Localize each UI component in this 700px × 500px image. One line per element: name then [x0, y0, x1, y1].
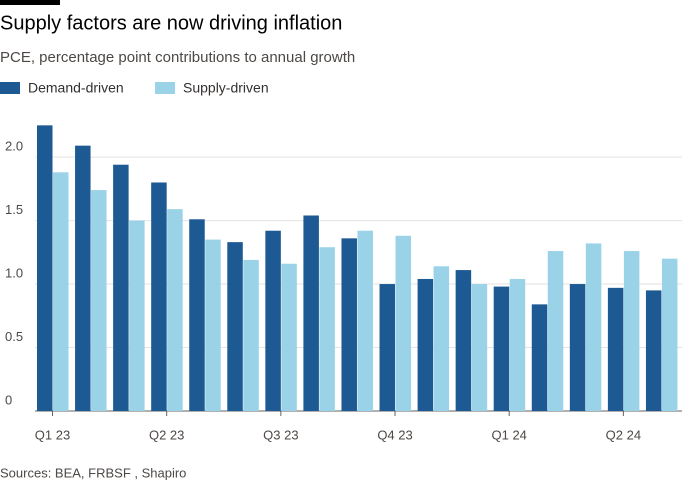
bar	[151, 182, 167, 411]
bar	[493, 286, 510, 411]
bar	[281, 263, 297, 411]
bar	[167, 209, 183, 411]
bar	[243, 259, 259, 411]
legend-label: Demand-driven	[28, 80, 124, 96]
x-tick-label: Q2 23	[149, 427, 184, 442]
bar	[341, 238, 357, 411]
chart-title: Supply factors are now driving inflation	[0, 12, 342, 34]
bar	[303, 215, 319, 411]
bar	[75, 145, 91, 411]
legend-swatch	[0, 82, 20, 94]
bar	[265, 230, 281, 411]
bar	[113, 164, 129, 411]
bar	[661, 258, 678, 411]
bar	[129, 220, 145, 411]
bar	[623, 251, 640, 411]
bar	[357, 230, 373, 411]
chart-subtitle: PCE, percentage point contributions to a…	[0, 49, 355, 66]
bar	[645, 290, 662, 411]
bar	[531, 304, 548, 411]
bar	[37, 125, 53, 411]
bar	[433, 266, 450, 411]
x-tick-label: Q4 23	[377, 427, 412, 442]
y-tick-label: 2.0	[5, 139, 23, 154]
legend-label: Supply-driven	[183, 80, 269, 96]
bar	[471, 284, 488, 411]
bar	[455, 270, 472, 411]
x-tick-label: Q2 24	[606, 427, 641, 442]
bar	[189, 219, 205, 411]
bar	[205, 239, 221, 411]
bar	[53, 172, 69, 411]
legend-swatch	[155, 82, 175, 94]
x-tick-label: Q1 23	[35, 427, 70, 442]
bar	[607, 287, 624, 411]
y-tick-label: 0.5	[5, 329, 23, 344]
logo-bar	[0, 0, 60, 5]
bar	[569, 284, 586, 411]
bar	[417, 278, 434, 411]
bar	[585, 243, 602, 411]
bar	[379, 284, 396, 411]
bar	[547, 251, 564, 411]
bar	[227, 242, 243, 411]
y-tick-label: 0	[5, 392, 12, 407]
bar	[319, 247, 335, 411]
bar	[91, 190, 107, 411]
y-tick-label: 1.5	[5, 202, 23, 217]
x-tick-label: Q3 23	[263, 427, 298, 442]
source: Sources: BEA, FRBSF , Shapiro	[0, 465, 186, 480]
bar	[395, 235, 412, 411]
bar	[509, 278, 526, 411]
x-tick-label: Q1 24	[491, 427, 526, 442]
y-tick-label: 1.0	[5, 265, 23, 280]
